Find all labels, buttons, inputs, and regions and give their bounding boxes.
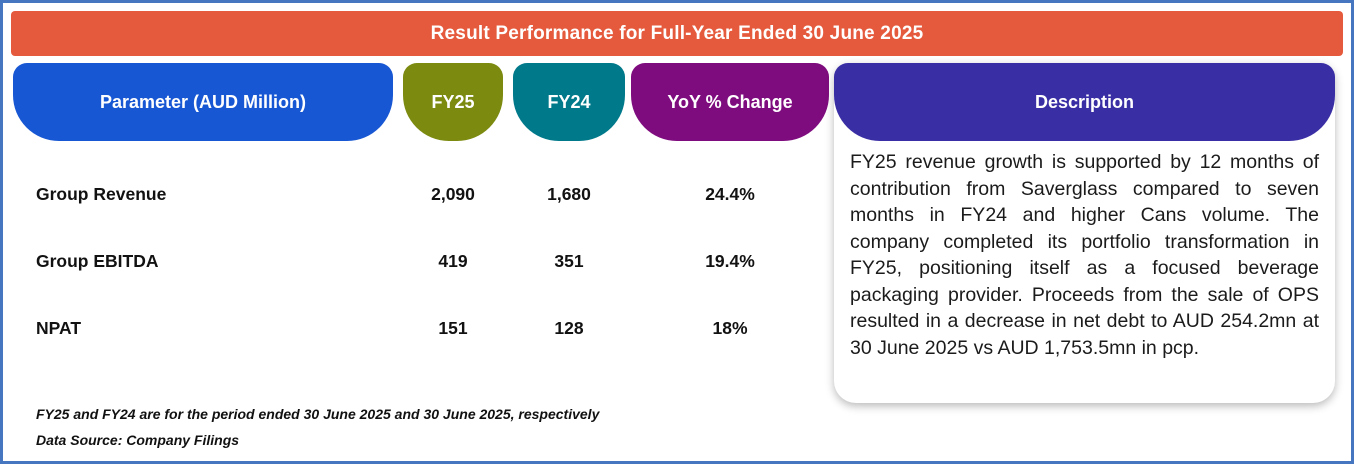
table-row: Group EBITDA 419 351 19.4% — [3, 247, 833, 275]
row-fy24-value: 351 — [554, 251, 584, 271]
footnote-period: FY25 and FY24 are for the period ended 3… — [36, 406, 600, 422]
row-yoy-value: 24.4% — [705, 184, 755, 204]
row-fy25-value: 2,090 — [431, 184, 475, 204]
row-fy25-value: 151 — [438, 318, 468, 338]
table-row: Group Revenue 2,090 1,680 24.4% — [3, 180, 833, 208]
row-yoy-value: 18% — [712, 318, 748, 338]
column-header-yoy: YoY % Change — [631, 63, 829, 141]
column-header-fy25-label: FY25 — [431, 91, 475, 112]
column-header-parameter-label: Parameter (AUD Million) — [99, 91, 307, 112]
row-parameter: NPAT — [36, 318, 82, 338]
row-parameter: Group EBITDA — [36, 251, 159, 271]
column-header-yoy-label: YoY % Change — [667, 91, 793, 112]
row-fy25-value: 419 — [438, 251, 468, 271]
description-text: FY25 revenue growth is supported by 12 m… — [850, 151, 1319, 359]
row-parameter: Group Revenue — [36, 184, 167, 204]
row-fy24-value: 1,680 — [547, 184, 591, 204]
column-header-fy24: FY24 — [513, 63, 625, 141]
description-panel: Description FY25 revenue growth is suppo… — [834, 63, 1335, 403]
title-bar: Result Performance for Full-Year Ended 3… — [11, 11, 1343, 56]
column-header-parameter: Parameter (AUD Million) — [13, 63, 393, 141]
row-yoy-value: 19.4% — [705, 251, 755, 271]
footnote-source: Data Source: Company Filings — [36, 432, 240, 448]
row-fy24-value: 128 — [554, 318, 584, 338]
column-header-description: Description — [834, 63, 1335, 141]
column-header-description-label: Description — [1034, 91, 1135, 112]
table-row: NPAT 151 128 18% — [3, 314, 833, 342]
column-header-fy25: FY25 — [403, 63, 503, 141]
page-title: Result Performance for Full-Year Ended 3… — [430, 22, 924, 44]
column-header-fy24-label: FY24 — [547, 91, 591, 112]
